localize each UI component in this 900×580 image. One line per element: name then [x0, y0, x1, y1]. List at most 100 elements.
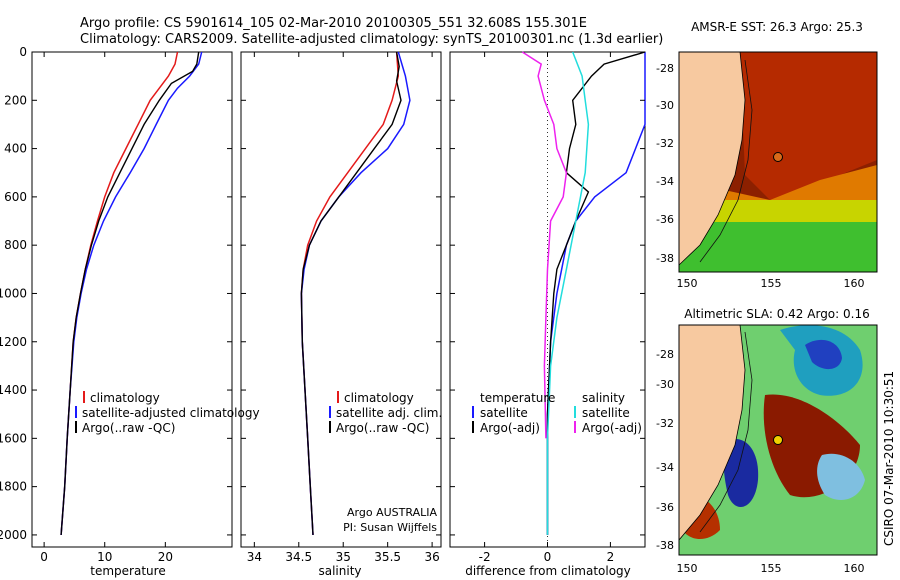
salinity-legend: climatology satellite adj. clim. Argo(..… — [329, 391, 442, 534]
depth-tick-label: 600 — [4, 190, 27, 204]
legend-swatch-climatology — [83, 391, 85, 403]
sst-xtick: 160 — [844, 277, 865, 290]
depth-tick-label: 0 — [19, 45, 27, 59]
depth-tick-label: 1000 — [0, 286, 27, 300]
depth-tick-label: 1600 — [0, 431, 27, 445]
series-line — [60, 51, 179, 535]
sst-ytick: -32 — [656, 137, 674, 150]
legend-label-sal-satellite: satellite — [582, 406, 630, 420]
legend-swatch-argo — [75, 421, 77, 433]
sst-land — [679, 52, 746, 266]
sla-cold-eddy-north-core — [805, 339, 842, 370]
x-tick-label: 2 — [607, 550, 615, 564]
sla-land — [679, 325, 746, 541]
x-tick-label: 34.5 — [285, 550, 312, 564]
salinity-xlabel: salinity — [318, 564, 361, 578]
depth-tick-label: 2000 — [0, 528, 27, 542]
x-tick-label: 10 — [97, 550, 112, 564]
annotation-pi: PI: Susan Wijffels — [343, 521, 437, 534]
sla-ytick: -36 — [656, 501, 674, 514]
difference-xlabel: difference from climatology — [465, 564, 631, 578]
legend-swatch-satellite — [329, 406, 331, 418]
sla-ytick: -38 — [656, 539, 674, 552]
x-tick-label: 36 — [424, 550, 439, 564]
sst-xtick: 150 — [677, 277, 698, 290]
sla-argo-marker — [773, 435, 783, 445]
series-line — [60, 51, 203, 535]
footer-stamp: CSIRO 07-Mar-2010 10:30:51 — [882, 371, 896, 546]
sst-green-region — [679, 222, 877, 272]
legend-swatch-sal-satellite — [574, 406, 576, 418]
sst-warm-core — [740, 52, 877, 200]
depth-tick-label: 200 — [4, 93, 27, 107]
difference-plot: -2 0 2 — [450, 51, 646, 564]
sst-ytick: -28 — [656, 62, 674, 75]
sst-argo-marker — [773, 152, 783, 162]
temperature-panel-frame — [31, 51, 233, 548]
legend-label-argo: Argo(..raw -QC) — [82, 421, 175, 435]
legend-label-satellite: satellite-adjusted climatology — [82, 406, 260, 420]
salinity-panel-frame — [240, 51, 442, 548]
x-tick-label: 0 — [40, 550, 48, 564]
x-tick-label: -2 — [479, 550, 491, 564]
legend-label-sal-argo: Argo(-adj) — [582, 421, 642, 435]
depth-tick-label: 800 — [4, 238, 27, 252]
salinity-plot: 34 34.5 35 35.5 36 — [241, 51, 441, 564]
series-line — [546, 51, 590, 535]
header-line2: Climatology: CARS2009. Satellite-adjuste… — [80, 32, 663, 47]
depth-tick-label: 1800 — [0, 480, 27, 494]
sla-cold-eddy-south — [723, 439, 759, 507]
annotation-argo-australia: Argo AUSTRALIA — [347, 506, 437, 519]
sst-axis: -28 -30 -32 -34 -36 -38 150 155 160 — [656, 62, 864, 290]
sla-xtick: 150 — [677, 562, 698, 575]
x-tick-label: 35 — [336, 550, 351, 564]
sla-isobath — [699, 331, 753, 533]
sst-isobath — [699, 59, 753, 263]
series-line — [300, 51, 411, 535]
header-line1: Argo profile: CS 5901614_105 02-Mar-2010… — [80, 16, 587, 31]
sst-xtick: 155 — [761, 277, 782, 290]
legend-title-temperature: temperature — [480, 391, 555, 405]
x-tick-label: 20 — [158, 550, 173, 564]
series-line — [521, 51, 568, 439]
sst-ytick: -38 — [656, 252, 674, 265]
sst-map — [678, 51, 878, 273]
sla-xtick: 160 — [844, 562, 865, 575]
legend-label-climatology: climatology — [90, 391, 160, 405]
legend-swatch-argo — [329, 421, 331, 433]
sst-ytick: -30 — [656, 99, 674, 112]
sla-ytick: -34 — [656, 461, 674, 474]
legend-label-temp-satellite: satellite — [480, 406, 528, 420]
legend-label-satellite: satellite adj. clim. — [336, 406, 442, 420]
legend-swatch-temp-argo — [472, 421, 474, 433]
legend-label-argo: Argo(..raw -QC) — [336, 421, 429, 435]
series-line — [300, 51, 402, 535]
sst-ytick: -36 — [656, 213, 674, 226]
series-line — [60, 51, 200, 535]
temperature-plot: 0 10 20 — [32, 51, 232, 564]
sla-xtick: 155 — [761, 562, 782, 575]
sla-ytick: -32 — [656, 417, 674, 430]
x-tick-label: 35.5 — [374, 550, 401, 564]
sla-map-frame — [678, 324, 878, 556]
depth-axis: 0 200 400 600 800 1000 1200 1400 1600 1800 2000 — [0, 45, 27, 542]
legend-swatch-climatology — [337, 391, 339, 403]
legend-label-temp-argo: Argo(-adj) — [480, 421, 540, 435]
series-line — [300, 51, 400, 535]
sst-front-band — [679, 165, 877, 210]
sla-axis: -28 -30 -32 -34 -36 -38 150 155 160 — [656, 348, 864, 575]
x-tick-label: 34 — [247, 550, 262, 564]
sla-ytick: -28 — [656, 348, 674, 361]
sla-map — [678, 324, 878, 556]
difference-legend: temperature satellite Argo(-adj) salinit… — [472, 391, 642, 435]
depth-tick-label: 1200 — [0, 335, 27, 349]
temperature-xlabel: temperature — [90, 564, 165, 578]
temperature-legend: climatology satellite-adjusted climatolo… — [75, 391, 260, 435]
sla-ytick: -30 — [656, 378, 674, 391]
legend-swatch-satellite — [75, 406, 77, 418]
legend-swatch-sal-argo — [574, 421, 576, 433]
sst-ytick: -34 — [656, 175, 674, 188]
depth-tick-label: 1400 — [0, 383, 27, 397]
sst-map-frame — [678, 51, 878, 273]
